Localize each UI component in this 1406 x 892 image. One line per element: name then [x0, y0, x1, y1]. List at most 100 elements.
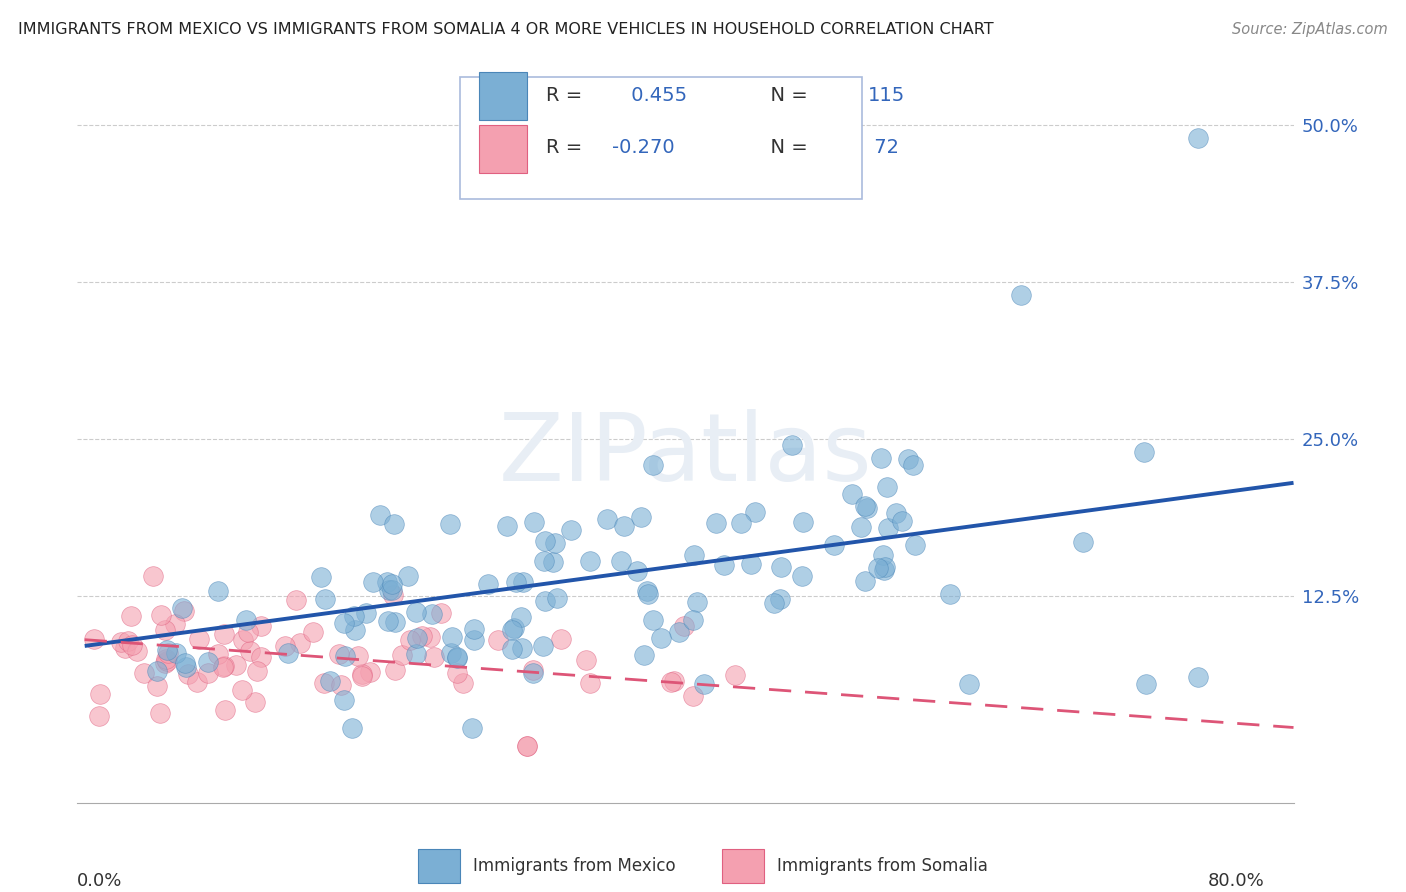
Point: [578, 554, 600, 568]
Point: [1187, 130, 1209, 145]
Point: [356, 606, 378, 620]
Point: [724, 667, 747, 681]
Point: [174, 660, 197, 674]
Point: [350, 667, 373, 681]
Point: [533, 639, 555, 653]
Point: [496, 519, 519, 533]
Point: [440, 630, 463, 644]
Point: [114, 640, 136, 655]
Point: [841, 486, 863, 500]
Point: [250, 650, 273, 665]
Point: [381, 589, 404, 603]
Point: [509, 609, 531, 624]
Point: [875, 559, 897, 574]
Point: [501, 642, 523, 657]
Point: [877, 521, 900, 535]
Point: [544, 536, 567, 550]
Point: [596, 512, 619, 526]
Point: [730, 516, 752, 530]
FancyBboxPatch shape: [460, 78, 862, 200]
Bar: [478, 126, 527, 173]
Text: 72: 72: [868, 138, 898, 157]
Point: [637, 586, 659, 600]
Text: Immigrants from Somalia: Immigrants from Somalia: [776, 856, 987, 875]
Point: [579, 676, 602, 690]
Point: [197, 665, 219, 680]
Point: [381, 577, 404, 591]
Point: [439, 516, 461, 531]
Point: [869, 450, 891, 465]
Text: N =: N =: [758, 87, 814, 105]
Point: [1133, 444, 1156, 458]
Point: [239, 644, 262, 658]
Point: [740, 557, 762, 571]
Point: [446, 649, 468, 664]
Point: [207, 647, 229, 661]
Point: [610, 554, 633, 568]
Point: [83, 632, 105, 647]
Point: [782, 438, 804, 452]
Point: [668, 624, 690, 639]
Point: [384, 615, 406, 629]
Point: [849, 520, 872, 534]
Point: [546, 591, 568, 606]
Point: [153, 623, 176, 637]
Point: [277, 646, 299, 660]
Point: [430, 606, 453, 620]
Point: [89, 687, 111, 701]
Point: [165, 646, 187, 660]
Point: [872, 548, 894, 562]
Point: [149, 608, 172, 623]
Text: 0.0%: 0.0%: [77, 871, 122, 890]
Point: [516, 739, 538, 754]
Point: [650, 631, 672, 645]
Point: [630, 509, 652, 524]
Point: [381, 582, 404, 597]
Point: [704, 516, 727, 531]
Point: [274, 639, 297, 653]
Point: [423, 649, 446, 664]
Point: [333, 648, 356, 663]
Point: [155, 657, 177, 671]
Point: [853, 499, 876, 513]
Point: [891, 514, 914, 528]
Point: [523, 515, 546, 529]
Point: [243, 695, 266, 709]
Point: [422, 607, 444, 621]
Point: [533, 554, 555, 568]
Point: [173, 604, 195, 618]
Point: [664, 674, 686, 689]
Point: [682, 613, 704, 627]
Point: [744, 505, 766, 519]
Point: [347, 649, 370, 664]
Point: [633, 648, 655, 663]
Point: [207, 584, 229, 599]
Text: R =: R =: [546, 138, 588, 157]
Point: [117, 633, 139, 648]
Point: [318, 673, 340, 688]
Point: [312, 675, 335, 690]
Point: [231, 682, 253, 697]
Point: [188, 632, 211, 646]
Point: [197, 655, 219, 669]
Point: [172, 600, 194, 615]
Point: [626, 564, 648, 578]
Point: [405, 605, 427, 619]
Point: [636, 583, 658, 598]
Point: [225, 657, 247, 672]
Point: [769, 560, 792, 574]
Point: [510, 641, 533, 656]
Point: [763, 596, 786, 610]
Point: [461, 721, 484, 735]
Point: [375, 575, 398, 590]
Point: [505, 575, 527, 590]
Text: 0.455: 0.455: [624, 87, 686, 105]
Text: 80.0%: 80.0%: [1208, 871, 1264, 890]
Bar: [721, 849, 765, 883]
Point: [560, 523, 582, 537]
Point: [384, 663, 406, 677]
Point: [1071, 534, 1094, 549]
Point: [235, 613, 257, 627]
Point: [534, 594, 557, 608]
Point: [343, 609, 366, 624]
